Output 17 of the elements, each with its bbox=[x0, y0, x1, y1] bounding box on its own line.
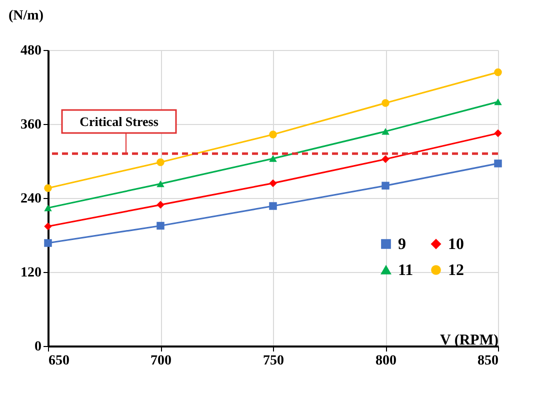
x-tick-label: 850 bbox=[478, 354, 498, 368]
y-tick-label: 0 bbox=[34, 340, 42, 354]
y-axis-title: (N/m) bbox=[8, 8, 44, 24]
legend-label: 11 bbox=[398, 262, 414, 279]
y-tick-label: 360 bbox=[20, 118, 42, 132]
x-tick-label: 750 bbox=[263, 354, 284, 368]
x-tick-label: 650 bbox=[48, 354, 70, 368]
x-axis-title: V (RPM) bbox=[440, 332, 498, 348]
x-tick-label: 800 bbox=[376, 354, 396, 368]
legend-label: 10 bbox=[448, 236, 464, 253]
y-tick-label: 240 bbox=[20, 192, 42, 206]
x-tick-label: 700 bbox=[150, 354, 172, 368]
y-tick-label: 120 bbox=[20, 266, 42, 280]
ref-line-label: Critical Stress bbox=[80, 114, 158, 129]
y-tick-label: 480 bbox=[20, 44, 42, 58]
legend-label: 9 bbox=[398, 236, 406, 253]
legend-label: 12 bbox=[448, 262, 464, 279]
